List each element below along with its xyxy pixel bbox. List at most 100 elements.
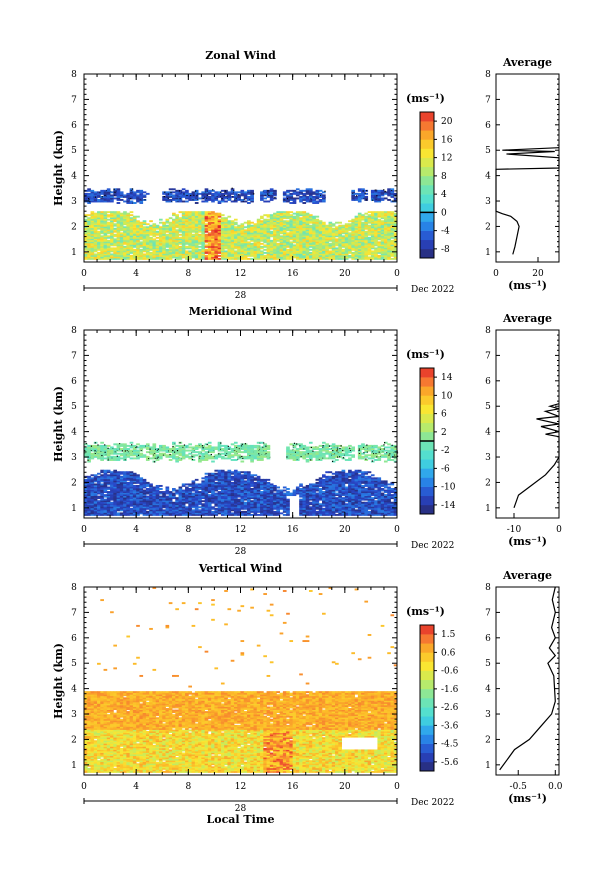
colorbar-frame [419, 624, 435, 772]
y-tick-label: 7 [71, 95, 77, 105]
colorbar-tick-label: 1.5 [441, 630, 456, 640]
avg-y-tick-label: 4 [485, 428, 491, 438]
y-axis-label: Height (km) [52, 130, 65, 206]
average-frame [495, 586, 560, 776]
x-tick-label: 0 [81, 525, 87, 535]
y-tick-label: 1 [71, 761, 77, 771]
colorbar-swatch [420, 185, 434, 195]
colorbar-swatch [420, 743, 434, 754]
x-tick-label: 0 [394, 782, 400, 792]
date-label: Dec 2022 [411, 798, 454, 808]
colorbar-unit: (ms⁻¹) [406, 605, 445, 618]
avg-y-tick-label: 6 [485, 377, 491, 387]
colorbar-swatch [420, 643, 434, 653]
avg-y-tick-label: 7 [485, 95, 491, 105]
avg-x-tick-label: 0 [556, 525, 562, 535]
colorbar-swatch [420, 716, 434, 726]
avg-y-tick-label: 3 [485, 710, 491, 720]
avg-y-tick-label: 3 [485, 197, 491, 207]
colorbar-swatch [420, 368, 434, 378]
y-tick-label: 7 [71, 608, 77, 618]
colorbar-swatch [420, 130, 434, 140]
avg-y-tick-label: 1 [485, 504, 491, 514]
colorbar-swatch [420, 761, 434, 772]
x-tick-label: 0 [81, 269, 87, 279]
colorbar: (ms⁻¹) 14 10 6 2 -2 -6 -10 -14 [406, 348, 456, 515]
colorbar: (ms⁻¹) 20 16 12 8 4 0 -4 -8 [406, 92, 453, 259]
colorbar-swatch [420, 625, 434, 635]
avg-x-label: (ms⁻¹) [508, 535, 547, 548]
colorbar-swatch [420, 752, 434, 763]
y-tick-label: 6 [71, 377, 77, 387]
avg-x-tick-label: -0.5 [510, 782, 528, 792]
y-axis-label: Height (km) [52, 643, 65, 719]
avg-x-tick-label: 20 [532, 269, 544, 279]
colorbar-swatch [420, 468, 434, 478]
colorbar-swatch [420, 477, 434, 487]
colorbar-tick-label: 10 [441, 391, 453, 401]
average-profile-line [513, 403, 560, 509]
colorbar-tick-label: 20 [441, 117, 453, 127]
colorbar-swatch [420, 413, 434, 424]
colorbar-tick-label: 14 [441, 373, 453, 383]
panel-title: Meridional Wind [189, 305, 293, 318]
colorbar-swatch [420, 707, 434, 717]
avg-y-tick-label: 6 [485, 634, 491, 644]
colorbar-tick-label: 12 [441, 154, 452, 164]
colorbar-tick-label: -2 [441, 446, 450, 456]
date-label: Dec 2022 [411, 285, 454, 295]
average-title: Average [502, 569, 552, 582]
x-tick-label: 16 [287, 269, 299, 279]
colorbar-tick-label: 8 [441, 172, 447, 182]
colorbar-tick-label: -0.6 [441, 667, 459, 677]
avg-y-tick-label: 1 [485, 761, 491, 771]
x-tick-label: 12 [235, 525, 246, 535]
colorbar-unit: (ms⁻¹) [406, 348, 445, 361]
x-tick-label: 0 [394, 525, 400, 535]
colorbar: (ms⁻¹) 1.5 0.6 -0.6 -1.6 -2.6 -3.6 -4.5 -5.6 [406, 605, 459, 772]
x-tick-label: 4 [133, 525, 139, 535]
average-title: Average [502, 56, 552, 69]
avg-y-tick-label: 6 [485, 121, 491, 131]
colorbar-swatch [420, 486, 434, 497]
day-label: 28 [235, 291, 247, 301]
x-tick-label: 8 [185, 269, 191, 279]
avg-y-tick-label: 5 [485, 659, 491, 669]
colorbar-swatch [420, 148, 434, 158]
colorbar-frame [419, 111, 435, 259]
y-tick-label: 4 [71, 172, 77, 182]
x-axis-label: Local Time [207, 813, 275, 826]
y-tick-label: 3 [71, 453, 77, 463]
y-tick-label: 3 [71, 710, 77, 720]
x-tick-label: 16 [287, 782, 299, 792]
colorbar-swatch [420, 670, 434, 681]
heatmap-cells [84, 187, 398, 260]
avg-x-tick-label: 0 [493, 269, 499, 279]
avg-x-tick-label: -10 [507, 525, 522, 535]
colorbar-swatch [420, 377, 434, 387]
avg-y-tick-label: 7 [485, 608, 491, 618]
colorbar-tick-label: -6 [441, 464, 450, 474]
colorbar-swatch [420, 203, 434, 213]
avg-y-tick-label: 8 [485, 583, 491, 593]
colorbar-swatch [420, 139, 434, 149]
colorbar-tick-label: 2 [441, 428, 447, 438]
average-profile-line [495, 147, 560, 255]
y-tick-label: 4 [71, 685, 77, 695]
colorbar-tick-label: -10 [441, 483, 456, 493]
panel-title: Zonal Wind [205, 49, 276, 62]
avg-y-tick-label: 4 [485, 685, 491, 695]
colorbar-swatch [420, 441, 434, 451]
x-tick-label: 4 [133, 269, 139, 279]
y-tick-label: 8 [71, 326, 77, 336]
y-tick-label: 5 [71, 146, 77, 156]
average-profile-panel: Average 1 2 3 4 5 6 7 8 0 20(ms⁻¹) [485, 56, 560, 292]
colorbar-tick-label: -4 [441, 227, 450, 237]
colorbar-swatch [420, 734, 434, 744]
y-tick-label: 5 [71, 402, 77, 412]
colorbar-swatch [420, 679, 434, 690]
avg-y-tick-label: 8 [485, 326, 491, 336]
colorbar-swatch [420, 175, 434, 186]
